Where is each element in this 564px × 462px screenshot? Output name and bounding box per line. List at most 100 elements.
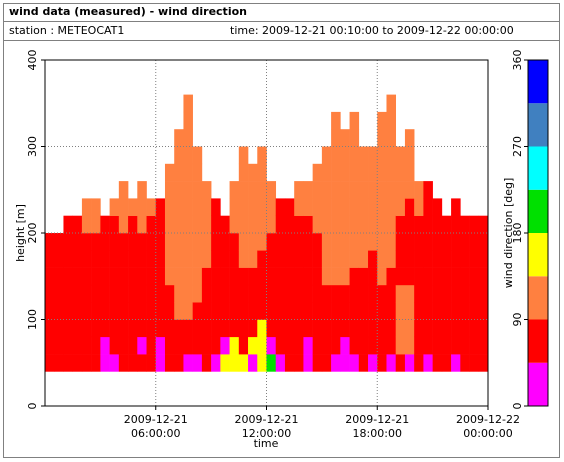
cell bbox=[460, 336, 470, 355]
cell bbox=[377, 319, 387, 338]
cell bbox=[220, 267, 230, 286]
cell bbox=[349, 111, 360, 130]
cell bbox=[248, 284, 258, 303]
chart-title: wind data (measured) - wind direction bbox=[9, 5, 247, 18]
cell bbox=[257, 163, 267, 182]
cell bbox=[432, 302, 443, 320]
cell bbox=[321, 233, 332, 251]
cell bbox=[174, 284, 184, 303]
cell bbox=[229, 215, 240, 234]
cell bbox=[118, 250, 129, 268]
cell bbox=[377, 111, 387, 130]
cell bbox=[321, 267, 332, 286]
cell bbox=[303, 215, 313, 234]
cell bbox=[441, 302, 452, 320]
cell bbox=[220, 215, 230, 234]
cell bbox=[321, 319, 332, 338]
cell bbox=[266, 267, 277, 286]
cell bbox=[404, 284, 415, 303]
cell bbox=[340, 163, 350, 182]
cell bbox=[432, 354, 443, 372]
cell bbox=[146, 250, 157, 268]
cell bbox=[414, 284, 424, 303]
cell bbox=[109, 302, 120, 320]
cell bbox=[460, 250, 470, 268]
cell bbox=[321, 146, 332, 165]
cell bbox=[404, 336, 415, 355]
cell bbox=[275, 215, 286, 234]
cell bbox=[100, 215, 110, 234]
cell bbox=[478, 215, 489, 234]
cell bbox=[349, 198, 360, 216]
cell bbox=[404, 319, 415, 338]
colorbar-tick-label: 180 bbox=[511, 223, 524, 244]
colorbar-swatch bbox=[528, 319, 548, 363]
cell bbox=[109, 319, 120, 338]
cell bbox=[183, 198, 193, 216]
cell bbox=[257, 267, 267, 286]
cell bbox=[183, 129, 193, 147]
cell bbox=[238, 146, 249, 165]
cell bbox=[395, 250, 406, 268]
cell bbox=[321, 181, 332, 199]
cell bbox=[146, 336, 157, 355]
cell bbox=[146, 267, 157, 286]
cell bbox=[386, 146, 397, 165]
period: time: 2009-12-21 00:10:00 to 2009-12-22 … bbox=[230, 24, 514, 37]
cell bbox=[118, 336, 129, 355]
cell bbox=[72, 284, 83, 303]
cell bbox=[192, 163, 203, 182]
cell bbox=[91, 302, 101, 320]
cell bbox=[377, 284, 387, 303]
y-tick-label: 400 bbox=[26, 50, 39, 71]
cell bbox=[192, 233, 203, 251]
cell bbox=[275, 233, 286, 251]
cell bbox=[266, 302, 277, 320]
cell bbox=[257, 319, 267, 338]
cell bbox=[423, 215, 433, 234]
cell bbox=[303, 198, 313, 216]
cell bbox=[220, 250, 230, 268]
cell bbox=[137, 233, 147, 251]
cell bbox=[358, 181, 369, 199]
cell bbox=[201, 198, 212, 216]
cell bbox=[128, 319, 138, 338]
cell bbox=[81, 336, 92, 355]
cell bbox=[340, 354, 350, 372]
cell bbox=[257, 215, 267, 234]
cell bbox=[441, 336, 452, 355]
cell bbox=[386, 302, 397, 320]
cell bbox=[183, 111, 193, 130]
cell bbox=[395, 319, 406, 338]
x-tick-label: 2009-12-22 bbox=[456, 413, 520, 426]
cell bbox=[284, 302, 295, 320]
cell bbox=[229, 233, 240, 251]
cell bbox=[349, 284, 360, 303]
cell bbox=[257, 181, 267, 199]
cell bbox=[164, 302, 175, 320]
cell bbox=[201, 181, 212, 199]
cell bbox=[174, 198, 184, 216]
cell bbox=[137, 215, 147, 234]
cell bbox=[460, 233, 470, 251]
cell bbox=[451, 198, 461, 216]
cell bbox=[100, 284, 110, 303]
cell bbox=[192, 267, 203, 286]
cell bbox=[423, 250, 433, 268]
cell bbox=[441, 250, 452, 268]
cell bbox=[358, 284, 369, 303]
cell bbox=[414, 250, 424, 268]
cell bbox=[340, 129, 350, 147]
cell bbox=[349, 354, 360, 372]
cell bbox=[128, 250, 138, 268]
cell bbox=[211, 284, 221, 303]
cell bbox=[238, 215, 249, 234]
cell bbox=[164, 233, 175, 251]
cell bbox=[294, 198, 304, 216]
cell bbox=[183, 181, 193, 199]
cell bbox=[257, 233, 267, 251]
cell bbox=[331, 302, 341, 320]
cell bbox=[238, 233, 249, 251]
cell bbox=[395, 284, 406, 303]
cell bbox=[192, 302, 203, 320]
